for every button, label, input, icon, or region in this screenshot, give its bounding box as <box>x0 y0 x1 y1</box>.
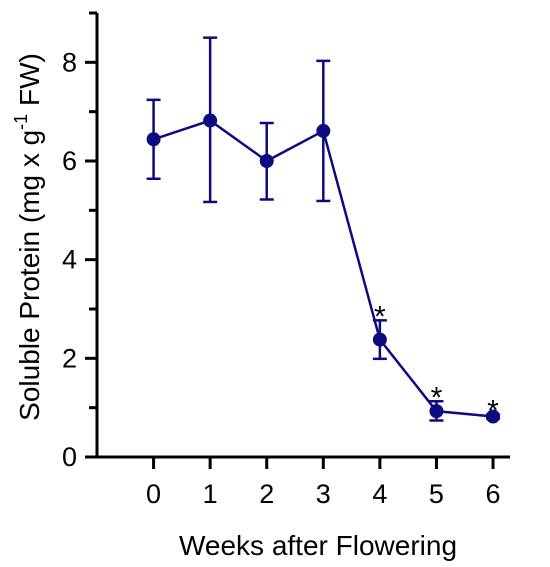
x-tick-label: 0 <box>146 479 161 509</box>
data-point <box>259 154 274 168</box>
x-tick-label: 1 <box>203 479 218 509</box>
annotations: * * * <box>374 300 499 427</box>
y-tick-label: 4 <box>62 245 77 275</box>
x-tick-label: 6 <box>486 479 501 509</box>
data-point <box>429 404 444 419</box>
x-tick-label: 2 <box>259 479 274 509</box>
error-bars <box>146 36 501 422</box>
significance-marker: * <box>374 300 386 333</box>
data-points <box>146 113 501 424</box>
significance-marker: * <box>487 395 499 428</box>
y-tick-label: 6 <box>62 146 77 176</box>
x-tick-label: 3 <box>316 479 331 509</box>
x-ticks: 0 1 2 3 4 5 6 <box>146 457 501 509</box>
y-axis-label-main: Soluble Protein (mg x g <box>14 130 45 421</box>
x-tick-label: 4 <box>372 479 387 509</box>
y-tick-label: 2 <box>62 343 77 373</box>
data-point <box>203 113 218 128</box>
x-axis-label: Weeks after Flowering <box>179 530 457 561</box>
y-ticks: 0 2 4 6 8 <box>62 11 97 472</box>
data-point <box>146 132 161 147</box>
data-point <box>316 123 331 138</box>
y-axis-label-suffix: FW) <box>14 53 45 114</box>
significance-marker: * <box>431 381 443 414</box>
data-point <box>486 409 501 424</box>
y-axis-label-superscript: -1 <box>11 114 31 130</box>
y-tick-label: 8 <box>62 47 77 77</box>
data-point <box>372 332 387 347</box>
x-tick-label: 5 <box>429 479 444 509</box>
y-tick-label: 0 <box>62 442 77 472</box>
y-axis-label: Soluble Protein (mg x g-1 FW) <box>11 53 45 421</box>
axes <box>95 13 510 459</box>
